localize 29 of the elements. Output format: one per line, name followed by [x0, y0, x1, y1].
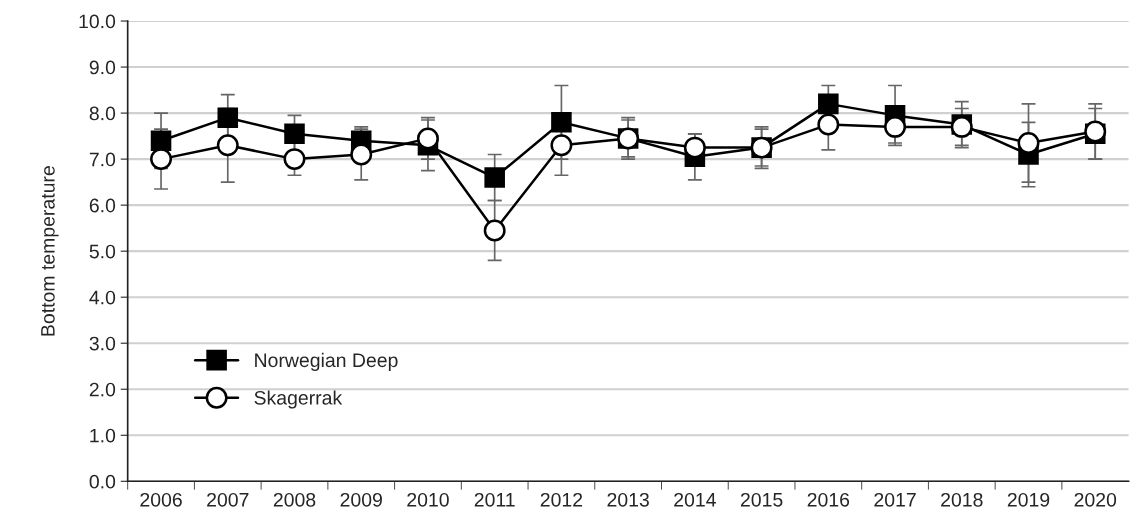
x-tick-label: 2010 — [407, 492, 449, 507]
x-tick-label: 2013 — [607, 492, 649, 507]
y-tick-label: 7.0 — [89, 152, 116, 167]
y-tick-label: 4.0 — [89, 290, 116, 305]
y-tick-label: 2.0 — [89, 382, 116, 397]
x-tick-label: 2007 — [207, 492, 249, 507]
x-tick-label: 2019 — [1007, 492, 1050, 507]
y-tick-label: 10.0 — [79, 14, 116, 29]
x-tick-label: 2012 — [540, 492, 583, 507]
x-tick-label: 2014 — [674, 492, 716, 507]
x-tick-label: 2020 — [1074, 492, 1117, 507]
x-tick-label: 2006 — [140, 492, 182, 507]
x-tick-label: 2008 — [273, 492, 316, 507]
x-tick-label: 2018 — [941, 492, 983, 507]
y-tick-label: 8.0 — [89, 106, 116, 121]
y-tick-label: 0.0 — [89, 474, 116, 489]
y-tick-label: 6.0 — [89, 198, 116, 213]
x-tick-label: 2011 — [474, 492, 515, 507]
x-tick-label: 2009 — [340, 492, 382, 507]
legend-label: Norwegian Deep — [255, 352, 398, 371]
y-tick-label: 5.0 — [89, 244, 116, 259]
x-tick-label: 2016 — [807, 492, 850, 507]
y-axis-title: Bottom temperature — [41, 166, 59, 336]
legend-label: Skagerrak — [254, 390, 343, 409]
x-tick-label: 2017 — [874, 492, 916, 507]
y-tick-label: 3.0 — [89, 336, 116, 351]
y-tick-label: 9.0 — [89, 60, 116, 75]
y-tick-label: 1.0 — [90, 428, 116, 443]
x-tick-label: 2015 — [740, 492, 783, 507]
